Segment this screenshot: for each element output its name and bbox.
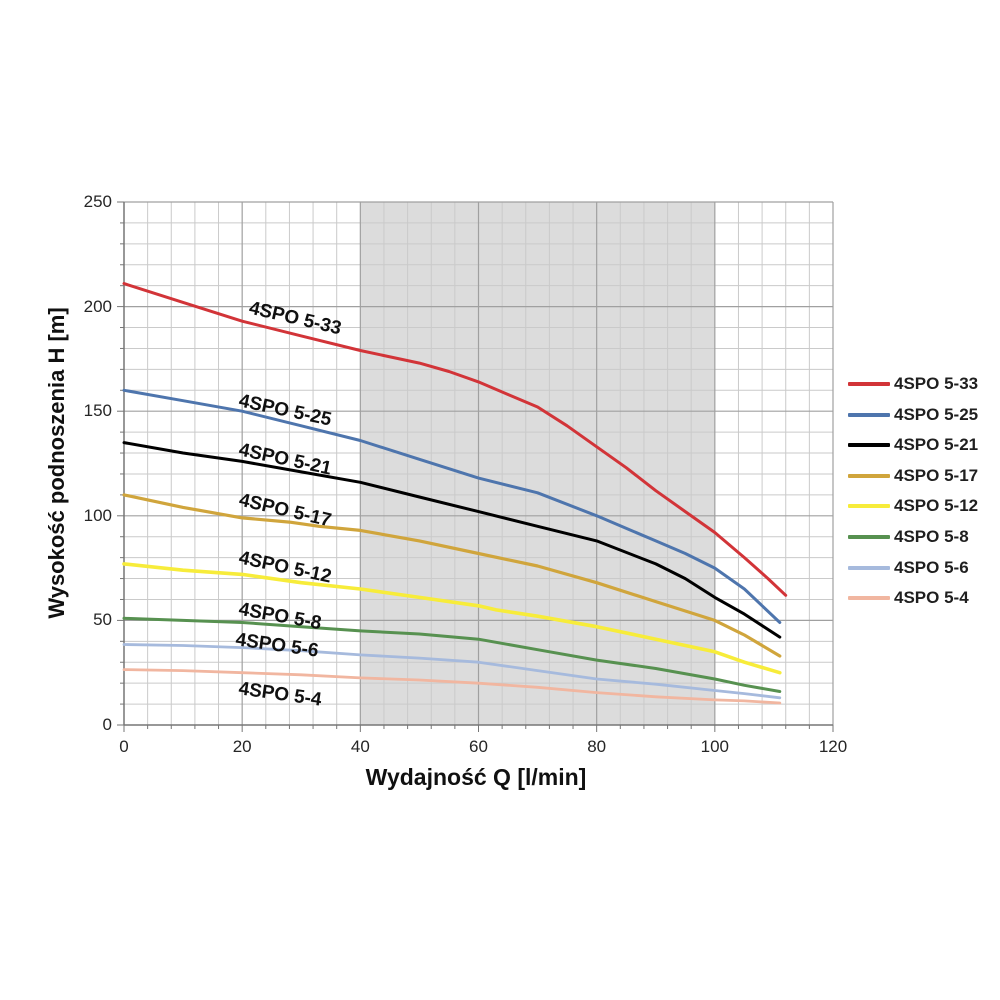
series-curve-4spo-5-21: [122, 441, 782, 639]
series-curve-4spo-5-6: [122, 643, 782, 700]
series-curve-4spo-5-12: [122, 562, 782, 675]
series-curve-4spo-5-33: [122, 282, 788, 597]
series-curve-4spo-5-17: [122, 493, 782, 658]
series-curve-4spo-5-25: [122, 388, 782, 624]
operating-range-band: [360, 202, 715, 725]
series-curve-4spo-5-8: [122, 616, 782, 693]
series-curve-4spo-5-4: [122, 668, 782, 705]
